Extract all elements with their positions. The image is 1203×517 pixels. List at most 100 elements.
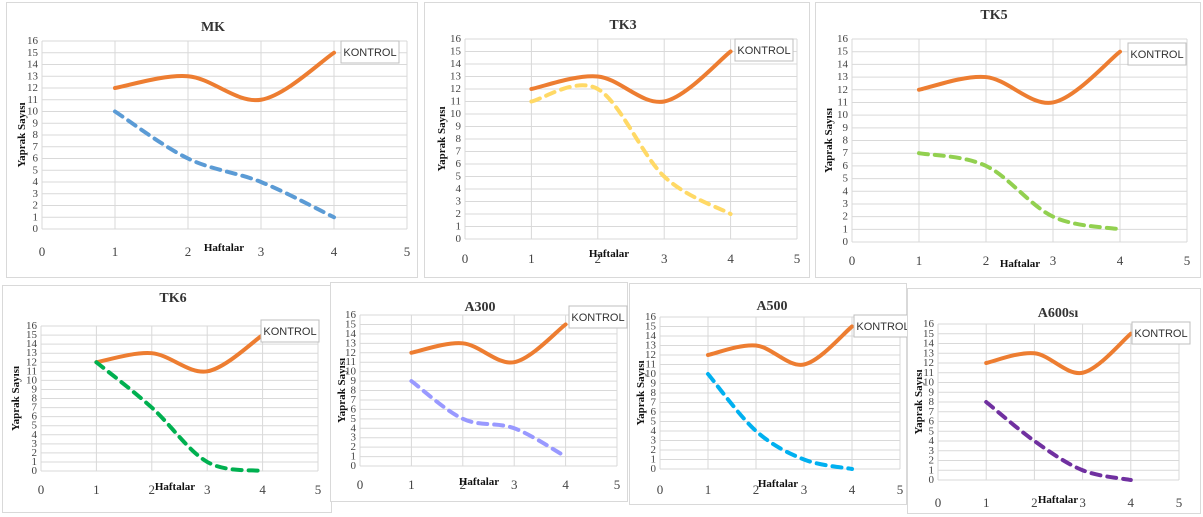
x-tick-label: 5 (614, 477, 621, 492)
series-line-1 (706, 372, 854, 471)
y-tick-label: 11 (923, 367, 934, 379)
x-tick-label: 3 (204, 482, 211, 497)
y-tick-label: 15 (837, 46, 849, 58)
legend-label: KONTROL (856, 321, 909, 333)
y-tick-label: 1 (929, 464, 935, 476)
series-line-0 (113, 50, 336, 103)
y-tick-label: 11 (645, 359, 656, 371)
y-tick-label: 2 (929, 455, 935, 467)
y-tick-label: 13 (27, 70, 39, 82)
y-tick-label: 14 (345, 328, 357, 340)
y-tick-label: 7 (456, 146, 462, 158)
y-tick-label: 6 (33, 153, 39, 165)
y-tick-label: 6 (32, 411, 38, 423)
y-tick-label: 13 (450, 71, 462, 83)
y-tick-label: 6 (651, 406, 657, 418)
y-tick-label: 6 (929, 416, 935, 428)
y-tick-label: 12 (837, 84, 848, 96)
y-tick-label: 4 (843, 185, 849, 197)
y-tick-label: 15 (450, 46, 462, 58)
series-line-1 (409, 379, 568, 459)
x-tick-label: 4 (1117, 253, 1124, 268)
x-tick-label: 2 (983, 253, 990, 268)
y-tick-label: 6 (843, 160, 849, 172)
series-line-0 (409, 322, 568, 365)
x-axis-label: Haftalar (459, 476, 499, 488)
series-line-0 (706, 324, 854, 367)
x-tick-label: 0 (657, 482, 664, 497)
y-tick-label: 15 (645, 321, 657, 333)
y-tick-label: 16 (27, 35, 39, 47)
y-tick-label: 2 (33, 200, 39, 212)
x-tick-label: 4 (331, 244, 338, 259)
y-tick-label: 16 (923, 318, 935, 330)
y-tick-label: 0 (33, 223, 39, 235)
y-tick-label: 9 (843, 122, 849, 134)
y-tick-label: 7 (32, 402, 38, 414)
y-tick-label: 7 (651, 397, 657, 409)
y-tick-label: 3 (651, 435, 657, 447)
x-tick-label: 2 (460, 477, 467, 492)
legend-label: KONTROL (263, 326, 316, 338)
chart-title: TK5 (980, 8, 1007, 23)
y-tick-label: 10 (923, 377, 935, 389)
x-tick-label: 1 (408, 477, 415, 492)
chart-panel-a600: 0 1 2 3 4 5 6 7 8 9 10 11 12 13 14 15 16 0 1 2 3 4 5 A600sı Yapr… (907, 288, 1201, 514)
series-line-1 (917, 151, 1122, 232)
y-tick-label: 0 (351, 460, 357, 472)
chart-title: A300 (464, 300, 495, 315)
y-axis-label: Yaprak Sayısı (436, 106, 448, 171)
y-tick-label: 13 (645, 340, 657, 352)
y-tick-label: 9 (33, 117, 39, 129)
x-tick-label: 4 (727, 251, 734, 266)
x-tick-label: 5 (1184, 253, 1191, 268)
y-tick-label: 13 (923, 347, 935, 359)
series-line-1 (113, 109, 336, 220)
x-tick-label: 1 (705, 482, 712, 497)
y-tick-label: 5 (929, 425, 935, 437)
y-tick-label: 6 (351, 403, 357, 415)
x-tick-label: 5 (404, 244, 411, 259)
x-tick-label: 5 (794, 251, 801, 266)
y-tick-label: 3 (843, 198, 849, 210)
chart-title: A500 (756, 299, 787, 314)
y-tick-label: 10 (837, 109, 849, 121)
legend-box (1131, 321, 1191, 345)
x-tick-label: 1 (93, 482, 100, 497)
x-tick-label: 1 (528, 251, 535, 266)
y-tick-label: 14 (450, 58, 462, 70)
legend-box (260, 319, 320, 343)
y-tick-label: 5 (351, 413, 357, 425)
x-tick-label: 5 (315, 482, 322, 497)
y-tick-label: 9 (651, 378, 657, 390)
x-axis-label: Haftalar (1038, 494, 1078, 506)
y-tick-label: 11 (27, 94, 38, 106)
y-tick-label: 12 (645, 349, 656, 361)
x-tick-label: 0 (849, 253, 856, 268)
x-tick-label: 2 (595, 251, 602, 266)
y-tick-label: 11 (26, 365, 37, 377)
y-tick-label: 4 (32, 429, 38, 441)
series-line-1 (94, 360, 265, 473)
x-tick-label: 4 (849, 482, 856, 497)
y-tick-label: 3 (456, 196, 462, 208)
y-tick-label: 9 (456, 121, 462, 133)
y-tick-label: 4 (651, 425, 657, 437)
y-tick-label: 10 (26, 374, 38, 386)
y-tick-label: 2 (843, 211, 849, 223)
y-tick-label: 5 (651, 416, 657, 428)
y-tick-label: 16 (645, 311, 657, 323)
x-tick-label: 2 (185, 244, 192, 259)
x-tick-label: 3 (1050, 253, 1057, 268)
y-tick-label: 12 (450, 83, 461, 95)
y-tick-label: 7 (843, 147, 849, 159)
legend-box (568, 305, 628, 329)
legend-box (1127, 42, 1187, 66)
y-axis-label: Yaprak Sayısı (336, 358, 348, 423)
chart-title: MK (201, 20, 225, 35)
y-tick-label: 3 (929, 445, 935, 457)
